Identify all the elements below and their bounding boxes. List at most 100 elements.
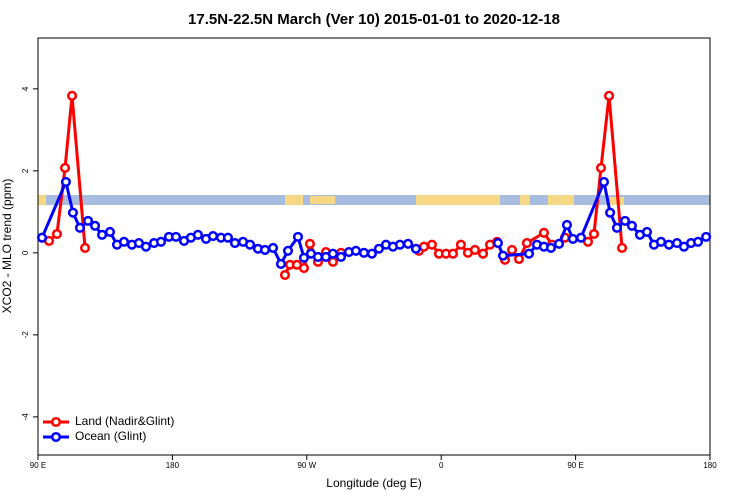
point — [469, 244, 480, 256]
point — [693, 236, 704, 247]
point — [575, 232, 587, 243]
point — [588, 228, 600, 240]
point — [312, 251, 324, 263]
point — [229, 237, 241, 249]
y-tick-label: -2 — [21, 331, 30, 339]
point — [553, 238, 565, 249]
x-axis-label: Longitude (deg E) — [326, 476, 421, 490]
point — [222, 232, 234, 243]
point — [605, 207, 616, 218]
point — [245, 239, 256, 250]
point — [655, 236, 667, 247]
point — [447, 248, 459, 259]
point — [192, 229, 203, 240]
point — [418, 241, 430, 252]
point — [426, 239, 437, 250]
point — [104, 226, 116, 237]
point — [67, 207, 78, 218]
point — [335, 251, 347, 263]
point — [97, 229, 108, 240]
point — [298, 252, 310, 263]
x-tick-label: 90 E — [30, 461, 46, 470]
point — [298, 262, 310, 274]
x-tick-label: 90 E — [567, 461, 583, 470]
point — [366, 248, 377, 259]
point — [373, 243, 384, 254]
point — [279, 269, 291, 281]
point — [79, 242, 91, 253]
land-strip — [310, 196, 335, 204]
y-tick-label: 2 — [21, 168, 30, 173]
legend-marker — [50, 416, 62, 428]
point — [66, 90, 78, 101]
point — [513, 253, 525, 265]
point — [455, 239, 466, 250]
point — [626, 220, 637, 231]
point — [358, 247, 370, 258]
point — [156, 236, 167, 247]
point — [402, 238, 414, 249]
point — [89, 220, 101, 231]
point — [410, 243, 422, 254]
ocean-strip — [38, 195, 710, 205]
point — [595, 162, 607, 174]
y-tick-label: -4 — [21, 413, 30, 421]
point — [275, 258, 287, 269]
x-tick-label: 0 — [439, 461, 444, 470]
point — [118, 236, 130, 247]
point — [567, 233, 578, 244]
point — [51, 228, 63, 240]
point — [561, 219, 572, 231]
point — [604, 90, 615, 101]
legend-marker — [50, 431, 62, 443]
point — [701, 231, 712, 242]
point — [292, 231, 304, 242]
plot-frame — [37, 37, 711, 456]
point — [641, 226, 653, 237]
chart-title: 17.5N-22.5N March (Ver 10) 2015-01-01 to… — [188, 11, 560, 28]
point — [350, 245, 361, 256]
point — [327, 248, 338, 259]
point — [538, 227, 549, 238]
point — [477, 248, 489, 259]
point — [545, 242, 557, 253]
point — [492, 237, 503, 249]
point — [36, 232, 48, 243]
legend-label: Land (Nadir&Glint) — [75, 414, 174, 428]
point — [523, 248, 535, 259]
legend-label: Ocean (Glint) — [75, 429, 146, 443]
land-strip — [285, 195, 303, 205]
y-tick-label: 4 — [21, 86, 30, 91]
point — [207, 230, 219, 242]
point — [582, 236, 594, 247]
point — [506, 244, 518, 256]
x-tick-label: 90 W — [297, 461, 316, 470]
point — [282, 245, 294, 256]
x-tick-label: 180 — [703, 461, 717, 470]
point — [497, 250, 509, 261]
point — [268, 242, 279, 253]
point — [82, 215, 94, 226]
y-tick-label: 0 — [21, 250, 30, 255]
point — [259, 244, 271, 256]
x-tick-label: 180 — [166, 461, 180, 470]
point — [304, 238, 315, 249]
land-strip — [416, 195, 500, 205]
point — [611, 222, 623, 233]
point — [663, 239, 674, 250]
point — [394, 239, 406, 250]
point — [521, 237, 532, 249]
land-strip — [520, 195, 530, 205]
land-strip — [38, 195, 46, 205]
point — [619, 215, 631, 226]
point — [170, 231, 182, 242]
point — [140, 241, 152, 252]
land-strip — [548, 195, 574, 205]
point — [60, 176, 71, 187]
point — [59, 162, 71, 174]
point — [598, 176, 610, 187]
y-axis-label: XCO2 - MLO trend (ppm) — [0, 179, 14, 314]
point — [616, 242, 628, 253]
point — [74, 222, 86, 233]
